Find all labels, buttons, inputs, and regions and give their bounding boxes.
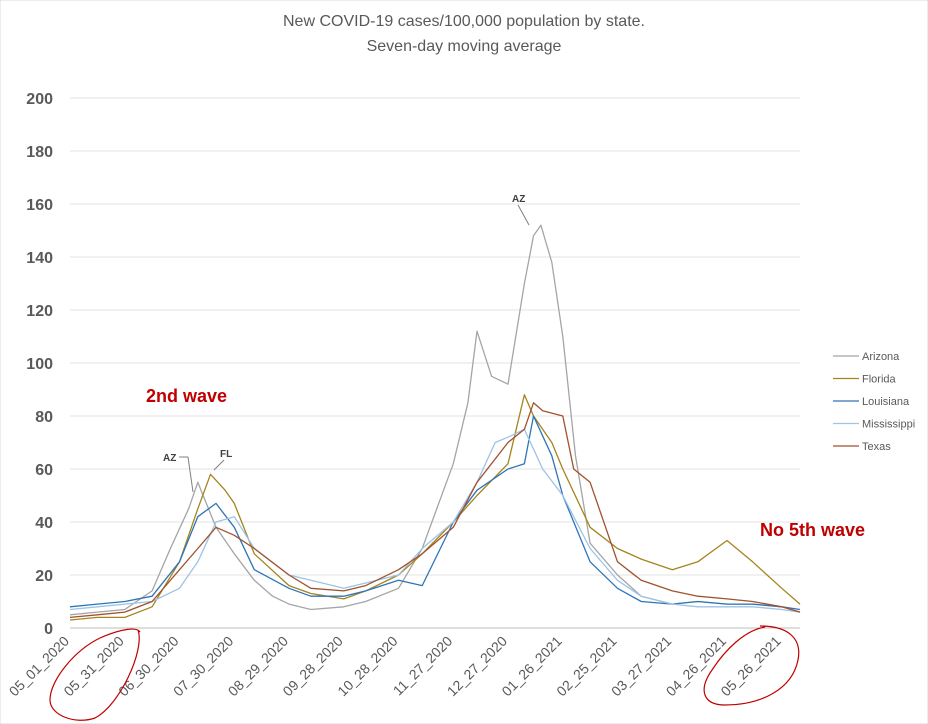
leader-line xyxy=(213,459,225,471)
legend-label-texas: Texas xyxy=(862,441,891,453)
series-line-texas xyxy=(69,402,801,619)
peak-label-az-summer: AZ xyxy=(163,453,194,493)
y-axis-ticks: 0 20 40 60 80 100 120 140 160 180 200 xyxy=(26,91,53,638)
leader-line xyxy=(187,456,194,493)
legend: Arizona Florida Louisiana Mississippi Texas xyxy=(833,351,915,453)
chart-title: New COVID-19 cases/100,000 population by… xyxy=(283,13,645,30)
legend-label-louisiana: Louisiana xyxy=(862,396,910,408)
callout-no-fifth-wave: No 5th wave xyxy=(760,520,865,540)
highlight-circle-may-2021 xyxy=(703,625,800,706)
peak-label-az-1: AZ xyxy=(163,453,176,464)
series-lines xyxy=(69,224,801,621)
chart-subtitle: Seven-day moving average xyxy=(367,38,562,55)
y-tick-label: 80 xyxy=(35,409,53,426)
gridlines xyxy=(70,97,800,629)
y-tick-label: 180 xyxy=(26,144,53,161)
y-tick-label: 200 xyxy=(26,91,53,108)
legend-label-mississippi: Mississippi xyxy=(862,419,915,431)
legend-label-florida: Florida xyxy=(862,374,897,386)
peak-label-fl-summer: FL xyxy=(213,449,232,471)
leader-line xyxy=(517,204,530,226)
y-tick-label: 140 xyxy=(26,250,53,267)
y-tick-label: 0 xyxy=(44,621,53,638)
y-tick-label: 160 xyxy=(26,197,53,214)
series-line-mississippi xyxy=(69,428,801,613)
legend-label-arizona: Arizona xyxy=(862,351,900,363)
highlight-circle-may-2020 xyxy=(49,628,141,721)
y-tick-label: 100 xyxy=(26,356,53,373)
peak-label-az-2: AZ xyxy=(512,194,525,205)
peak-label-fl: FL xyxy=(220,449,232,460)
y-tick-label: 120 xyxy=(26,303,53,320)
peak-label-az-winter: AZ xyxy=(512,194,530,226)
y-tick-label: 40 xyxy=(35,515,53,532)
y-tick-label: 60 xyxy=(35,462,53,479)
callout-second-wave: 2nd wave xyxy=(146,386,227,406)
y-tick-label: 20 xyxy=(35,568,53,585)
